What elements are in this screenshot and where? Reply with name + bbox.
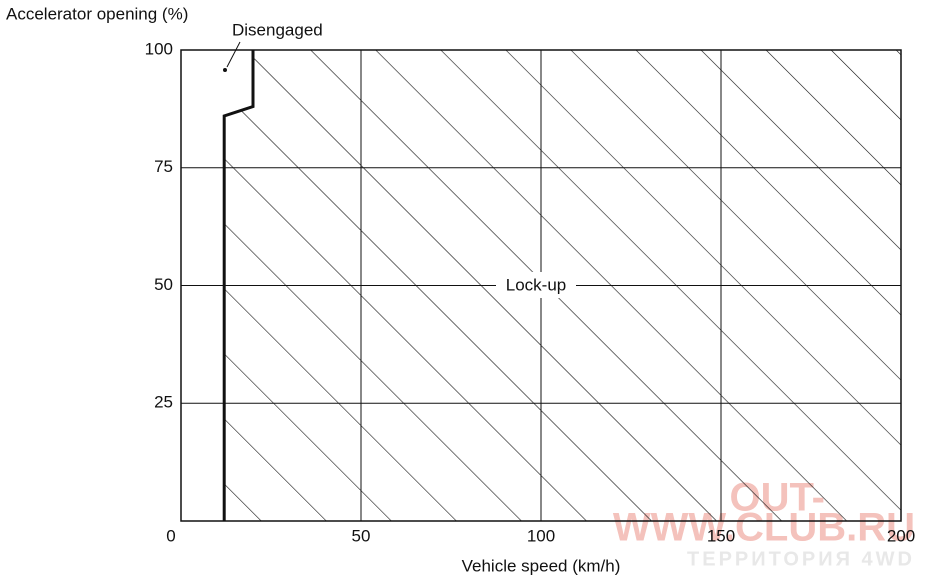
x-tick-label: 200 <box>887 526 915 545</box>
y-axis-label: Accelerator opening (%) <box>6 4 188 23</box>
leader-line <box>226 41 241 68</box>
x-axis-label: Vehicle speed (km/h) <box>462 556 621 575</box>
x-tick-label: 0 <box>166 526 175 545</box>
point-label: Disengaged <box>232 20 323 39</box>
watermark: ТЕРРИТОРИЯ 4WD <box>687 548 915 570</box>
x-tick-label: 100 <box>527 526 555 545</box>
y-tick-label: 100 <box>145 39 173 58</box>
plot-frame <box>180 49 902 522</box>
point-dot <box>223 68 227 72</box>
x-tick-label: 50 <box>352 526 371 545</box>
y-tick-label: 50 <box>154 275 173 294</box>
y-tick-label: 25 <box>154 393 173 412</box>
y-tick-label: 75 <box>154 157 173 176</box>
x-tick-label: 150 <box>707 526 735 545</box>
region-label: Lock-up <box>506 275 566 294</box>
boundary-line <box>222 50 255 521</box>
label-background <box>496 272 576 298</box>
